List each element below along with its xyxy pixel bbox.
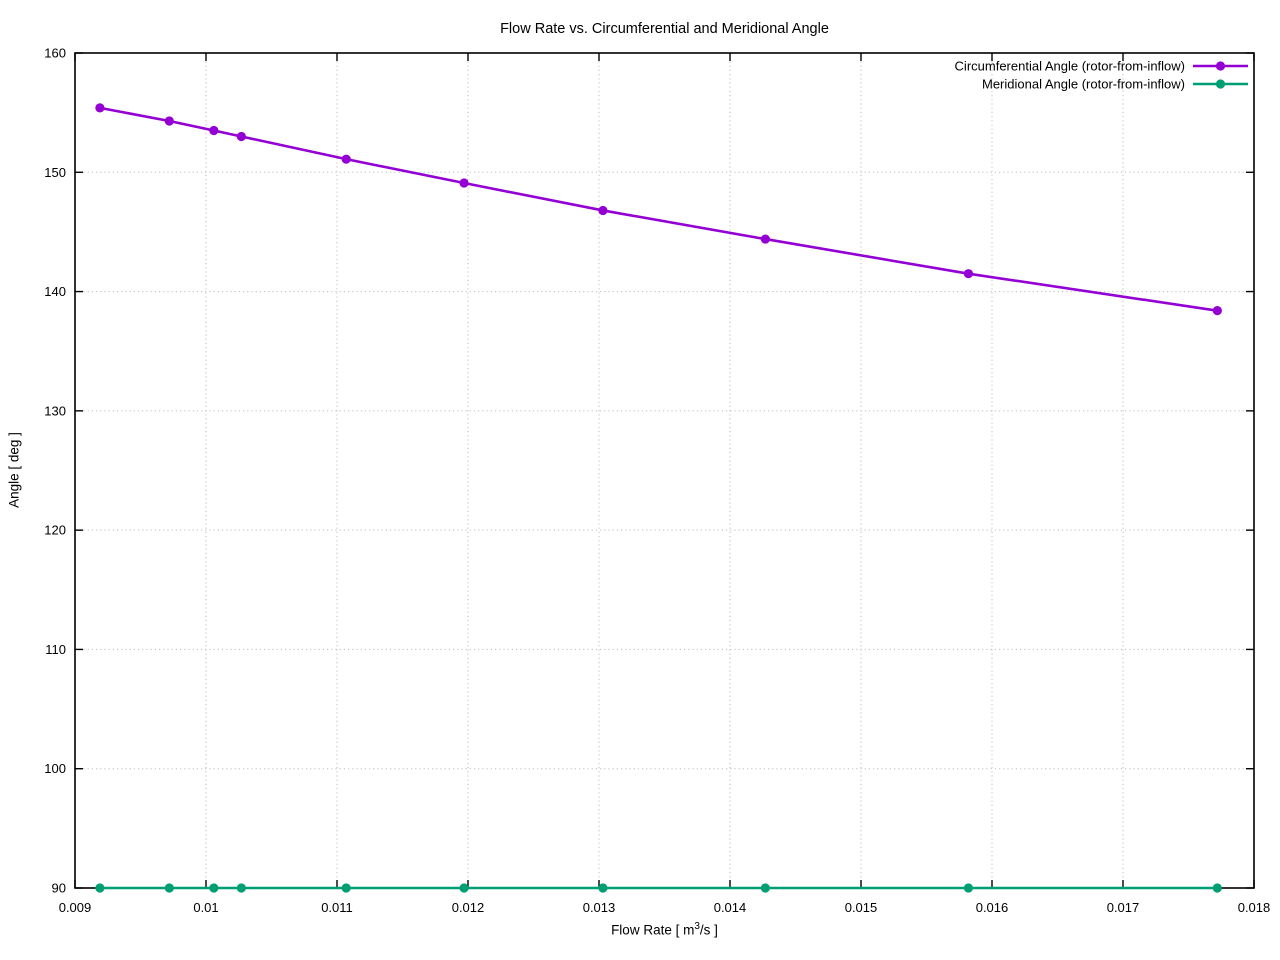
data-point: [760, 234, 770, 244]
data-point: [209, 883, 219, 893]
y-tick-label: 130: [44, 403, 66, 418]
y-tick-label: 110: [45, 642, 66, 657]
x-axis-label: Flow Rate [ m3/s ]: [75, 921, 1254, 938]
y-tick-label: 120: [44, 523, 66, 538]
x-tick-label: 0.011: [321, 900, 353, 915]
x-tick-label: 0.009: [59, 900, 92, 915]
data-point: [209, 125, 219, 136]
x-axis-label-superscript: 3: [694, 921, 700, 932]
data-point: [1212, 883, 1222, 893]
data-point: [598, 883, 608, 893]
legend-sample-marker: [1215, 61, 1226, 71]
x-axis-label-units: /s ]: [699, 922, 718, 938]
y-axis-label: Angle [ deg ]: [6, 432, 22, 508]
legend-label: Circumferential Angle (rotor-from-inflow…: [955, 59, 1185, 74]
data-point: [598, 205, 608, 216]
y-tick-label: 90: [52, 881, 66, 896]
data-point: [164, 116, 174, 126]
plot-border: [74, 52, 1255, 889]
chart-title: Flow Rate vs. Circumferential and Meridi…: [500, 21, 829, 37]
legend-label: Meridional Angle (rotor-from-inflow): [982, 77, 1185, 92]
x-tick-label: 0.016: [976, 900, 1009, 915]
data-point: [760, 883, 770, 893]
series-line-0: [98, 106, 1219, 312]
data-point: [95, 883, 105, 893]
x-tick-label: 0.013: [583, 900, 616, 915]
data-point: [963, 269, 974, 279]
y-tick-label: 140: [44, 284, 66, 299]
data-point: [1212, 306, 1222, 316]
legend-sample-marker: [1215, 79, 1226, 89]
data-point: [341, 154, 351, 164]
x-tick-label: 0.012: [452, 900, 485, 915]
y-tick-label: 100: [44, 761, 66, 776]
x-tick-label: 0.014: [714, 900, 747, 915]
data-point: [164, 883, 174, 893]
data-point: [459, 178, 469, 188]
y-tick-label: 150: [44, 165, 66, 180]
data-point: [341, 883, 351, 893]
x-tick-label: 0.017: [1107, 900, 1140, 915]
x-axis-label-text: Flow Rate [ m: [611, 922, 695, 938]
x-tick-label: 0.018: [1238, 900, 1271, 915]
data-point: [236, 883, 246, 893]
data-point: [236, 131, 246, 142]
x-tick-label: 0.01: [193, 900, 218, 915]
data-point: [459, 883, 469, 893]
x-tick-label: 0.015: [845, 900, 878, 915]
y-tick-label: 160: [44, 46, 66, 61]
data-point: [95, 103, 105, 113]
data-point: [963, 883, 974, 893]
